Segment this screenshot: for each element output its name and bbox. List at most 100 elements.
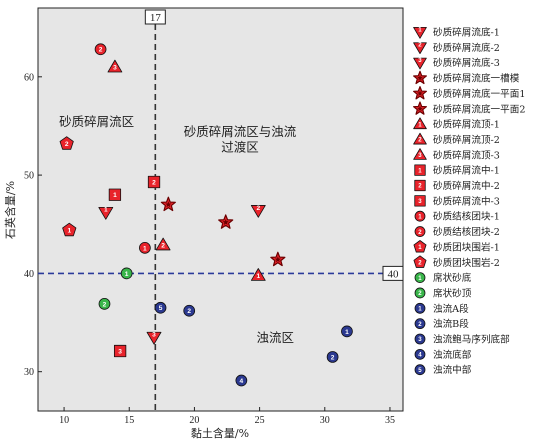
- legend: 1 砂质碎屑流底-1 2 砂质碎屑流底-2 3 砂质碎屑流底-3 砂质碎屑流底一槽模砂质碎屑…: [413, 26, 525, 376]
- legend-marker-19-shape: [414, 318, 426, 330]
- y-threshold-label: 40: [388, 268, 400, 280]
- x-tick-label: 30: [320, 415, 330, 426]
- region-label: 砂质碎屑流区与浊流: [184, 124, 297, 139]
- legend-marker-8-shape: [413, 148, 427, 160]
- data-point-14-0-number: 1: [67, 228, 71, 235]
- legend-label: 浊流鲍马序列底部: [433, 334, 510, 346]
- legend-marker-2-shape: [413, 57, 427, 70]
- legend-label: 浊流B段: [433, 318, 469, 330]
- data-point-19-0: 2: [326, 351, 339, 363]
- legend-label: 砂质碎屑流底-2: [433, 42, 500, 54]
- legend-marker-12-number: 1: [418, 213, 422, 220]
- data-point-19-1-shape: [183, 304, 196, 317]
- legend-marker-14-shape: [413, 240, 427, 253]
- legend-marker-2-number: 3: [418, 57, 422, 64]
- data-point-16-0: 1: [120, 267, 133, 280]
- region-label: 浊流区: [256, 330, 294, 345]
- data-point-9-0-number: 1: [113, 192, 117, 199]
- data-point-17-0: 2: [98, 298, 111, 310]
- y-tick-label: 50: [24, 171, 34, 182]
- legend-label: 砂质碎屑流底-1: [433, 27, 500, 39]
- legend-marker-4: [413, 86, 427, 100]
- legend-marker-5: [413, 101, 427, 115]
- data-point-14-0: 1: [62, 222, 77, 237]
- legend-marker-6: 1: [413, 117, 427, 130]
- legend-marker-6-shape: [413, 117, 427, 130]
- data-point-19-0-shape: [326, 351, 339, 363]
- data-point-16-0-shape: [120, 267, 133, 280]
- legend-marker-10: 2: [414, 179, 426, 192]
- data-point-1-0-shape: [250, 205, 266, 218]
- legend-marker-18: 1: [414, 302, 426, 314]
- legend-marker-17: 2: [414, 287, 426, 299]
- legend-marker-13: 2: [414, 226, 426, 237]
- legend-marker-17-number: 2: [418, 290, 422, 297]
- plot-background: [37, 7, 404, 412]
- legend-marker-10-shape: [414, 179, 426, 192]
- data-point-11-0: 3: [113, 344, 127, 358]
- data-point-2-0-shape: [146, 331, 162, 345]
- data-point-7-0-number: 2: [161, 242, 165, 249]
- legend-marker-0: 1: [413, 26, 427, 39]
- legend-label: 砂质团块围岩-2: [433, 257, 500, 269]
- x-axis-label: 黏土含量/%: [191, 426, 249, 440]
- data-point-22-0-number: 5: [159, 305, 163, 312]
- data-point-18-0: 1: [341, 325, 353, 338]
- legend-marker-8: 3: [413, 148, 427, 160]
- data-point-1-0: 2: [250, 205, 266, 218]
- data-point-8-0-number: 3: [113, 64, 117, 71]
- legend-marker-16: 1: [414, 272, 426, 283]
- data-point-0-0-shape: [98, 207, 114, 220]
- legend-marker-21-shape: [414, 348, 426, 360]
- data-point-21-0-number: 4: [240, 378, 244, 385]
- legend-marker-20-number: 3: [418, 336, 422, 343]
- legend-marker-20: 3: [414, 333, 426, 345]
- data-point-2-0: 3: [146, 331, 162, 345]
- data-point-12-0-number: 1: [143, 245, 147, 252]
- data-point-21-0: 4: [235, 374, 248, 387]
- legend-marker-16-shape: [414, 272, 426, 283]
- data-point-10-0-shape: [147, 175, 161, 189]
- data-point-17-0-shape: [98, 298, 111, 310]
- legend-marker-15-number: 2: [418, 259, 422, 266]
- data-point-2-0-number: 3: [152, 332, 156, 339]
- legend-marker-3: [413, 70, 427, 85]
- legend-marker-17-shape: [414, 287, 426, 299]
- data-point-11-0-shape: [113, 344, 127, 358]
- data-point-11-0-number: 3: [118, 348, 122, 355]
- legend-marker-1-shape: [413, 42, 427, 55]
- legend-marker-16-number: 1: [418, 275, 422, 282]
- legend-label: 砂质碎屑流底-3: [433, 57, 500, 69]
- legend-label: 砂质碎屑流顶-3: [433, 149, 500, 161]
- data-point-5-0: [270, 251, 286, 267]
- data-point-0-0-number: 1: [104, 207, 108, 214]
- legend-marker-6-number: 1: [418, 121, 422, 128]
- legend-marker-20-shape: [414, 333, 426, 345]
- legend-marker-13-shape: [414, 226, 426, 237]
- y-axis-label: 石英含量/%: [3, 181, 17, 239]
- region-label: 砂质碎屑流区: [59, 114, 134, 129]
- data-point-8-0-shape: [107, 59, 123, 73]
- data-point-4-0: [218, 214, 234, 229]
- legend-marker-9: 1: [414, 164, 426, 176]
- legend-marker-14-number: 1: [418, 244, 422, 251]
- legend-marker-15: 2: [413, 255, 427, 268]
- legend-label: 砂质碎屑流中-2: [433, 180, 500, 192]
- data-point-12-0: 1: [139, 241, 151, 254]
- legend-marker-21: 4: [414, 348, 426, 360]
- data-point-13-0-shape: [94, 43, 107, 56]
- data-point-10-0: 2: [147, 175, 161, 189]
- x-tick-label: 10: [59, 415, 69, 426]
- x-tick-label: 35: [385, 415, 395, 426]
- legend-marker-18-number: 1: [418, 306, 422, 313]
- data-point-10-0-number: 2: [152, 179, 156, 186]
- legend-marker-19-number: 2: [418, 321, 422, 328]
- data-point-6-0-number: 1: [256, 273, 260, 280]
- legend-marker-4-inner: [417, 90, 423, 96]
- y-tick-label: 60: [24, 72, 34, 83]
- legend-marker-10-number: 2: [418, 183, 422, 190]
- legend-marker-12-shape: [414, 210, 426, 222]
- legend-marker-0-shape: [413, 26, 427, 39]
